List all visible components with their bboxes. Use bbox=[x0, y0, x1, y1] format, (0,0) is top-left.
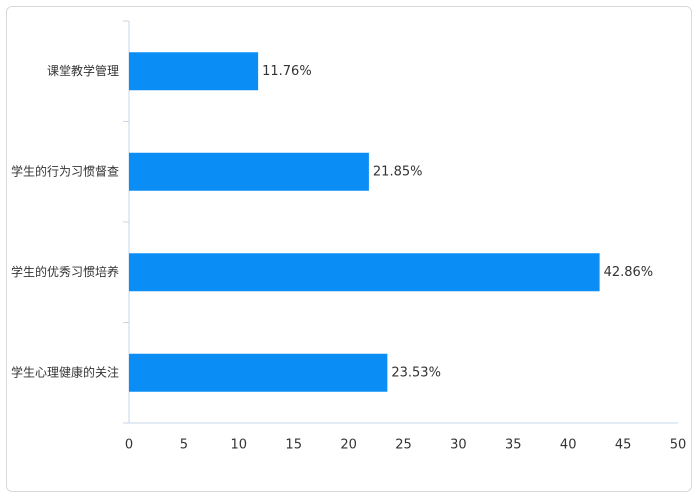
category-label: 学生的优秀习惯培养 bbox=[11, 264, 119, 279]
x-tick-label: 35 bbox=[505, 438, 522, 453]
category-label: 学生的行为习惯督查 bbox=[11, 163, 119, 178]
x-tick-label: 0 bbox=[125, 438, 133, 453]
bar[interactable] bbox=[129, 253, 600, 292]
data-label: 11.76% bbox=[262, 64, 312, 79]
data-label: 21.85% bbox=[373, 164, 423, 179]
x-tick-label: 40 bbox=[560, 438, 577, 453]
x-tick-label: 5 bbox=[180, 438, 188, 453]
chart-frame: 课堂教学管理学生的行为习惯督查 学生的优秀习惯培养 学生心理健康的关注 11.76%… bbox=[6, 6, 692, 492]
bar[interactable] bbox=[129, 353, 388, 392]
x-tick-labels-group: 0 5 10 15 20 25 30 35 40 45 50 bbox=[125, 438, 686, 453]
category-label: 课堂教学管理 bbox=[47, 63, 119, 78]
bar[interactable] bbox=[129, 52, 259, 91]
category-label: 学生心理健康的关注 bbox=[11, 364, 119, 379]
y-axis-ticks bbox=[123, 20, 129, 424]
x-tick-label: 10 bbox=[231, 438, 248, 453]
value-labels-group: 11.76% 21.85% 42.86% 23.53% bbox=[262, 64, 653, 381]
x-tick-label: 50 bbox=[670, 438, 687, 453]
bar[interactable] bbox=[129, 152, 369, 191]
bars-group bbox=[129, 52, 600, 392]
x-tick-label: 45 bbox=[615, 438, 632, 453]
x-tick-label: 30 bbox=[450, 438, 467, 453]
data-label: 42.86% bbox=[604, 265, 654, 280]
x-tick-label: 25 bbox=[395, 438, 412, 453]
data-label: 23.53% bbox=[391, 365, 441, 380]
x-tick-label: 20 bbox=[340, 438, 357, 453]
x-tick-label: 15 bbox=[285, 438, 302, 453]
